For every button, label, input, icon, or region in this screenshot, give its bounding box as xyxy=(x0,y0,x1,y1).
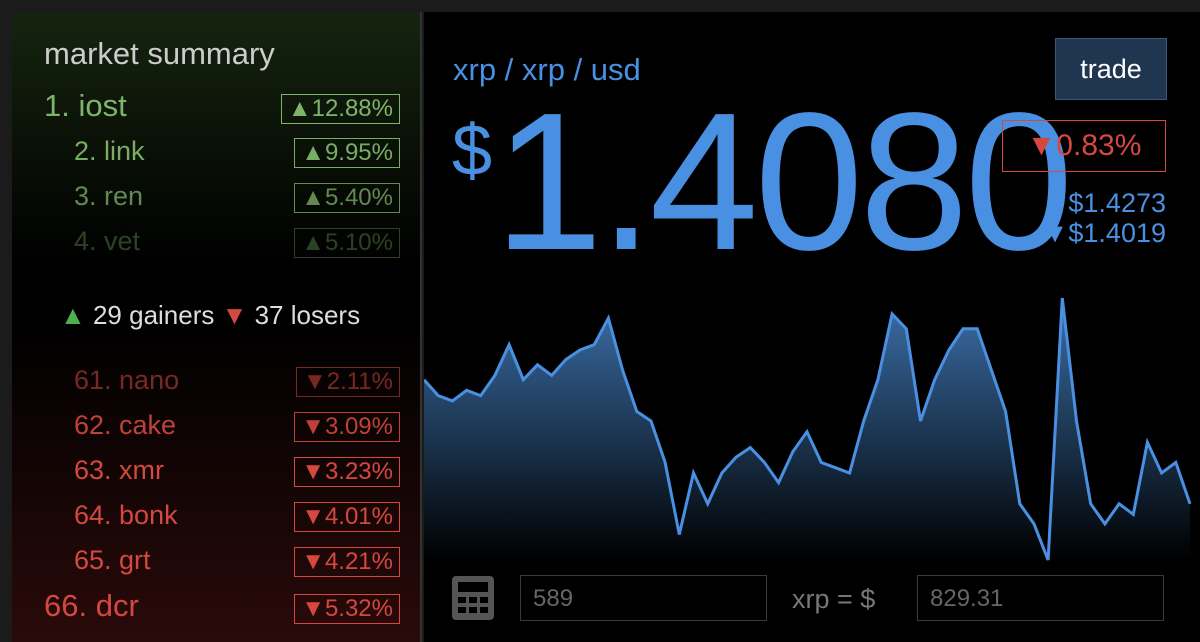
gainers-losers-summary: ▲ 29 gainers ▼ 37 losers xyxy=(60,300,360,331)
currency: $ xyxy=(452,111,493,191)
price-area xyxy=(424,298,1190,560)
losers-count: 37 losers xyxy=(254,300,361,330)
change-badge: ▼3.23% xyxy=(294,457,400,487)
title: market summary xyxy=(44,36,275,71)
trade-button[interactable]: trade xyxy=(1055,38,1167,100)
calculator-icon[interactable] xyxy=(450,574,496,622)
amount-input[interactable]: 589 xyxy=(520,575,767,621)
converter-label: xrp = $ xyxy=(792,584,876,614)
market-summary: market summary 1. iost ▲12.88% 2. link ▲9.9… xyxy=(12,12,422,642)
coin-rank: 1. iost xyxy=(44,88,127,123)
coin-rank: 3. ren xyxy=(74,181,144,211)
coin-rank: 65. grt xyxy=(74,545,151,575)
gainers-count: 29 gainers xyxy=(92,300,215,330)
coin-rank: 62. cake xyxy=(74,410,177,440)
coin-rank: 2. link xyxy=(74,136,145,166)
coin-rank: 66. dcr xyxy=(44,588,139,623)
down-icon: ▼ xyxy=(221,300,248,330)
price: 1.4080 xyxy=(494,72,1073,291)
change-badge: ▼4.01% xyxy=(294,502,400,532)
price-chart xyxy=(424,297,1192,561)
coin-rank: 63. xmr xyxy=(74,455,165,485)
change-badge: ▼0.83% xyxy=(1002,120,1166,172)
coin-rank: 61. nano xyxy=(74,365,180,395)
high: ▲$1.4273 xyxy=(1041,188,1166,218)
change-badge: ▼3.09% xyxy=(294,412,400,442)
price-line xyxy=(424,297,1192,561)
ticker-panel: xrp / xrp / usd trade $ 1.4080 ▼0.83% ▲$… xyxy=(424,12,1200,642)
coin-rank: 64. bonk xyxy=(74,500,178,530)
change-badge: ▲5.40% xyxy=(294,183,400,213)
pair: xrp / xrp / usd xyxy=(453,52,641,87)
low: ▼$1.4019 xyxy=(1041,218,1166,248)
change-badge: ▲9.95% xyxy=(294,138,400,168)
change-badge: ▼2.11% xyxy=(295,367,400,397)
change-badge: ▲12.88% xyxy=(280,94,400,124)
result-input[interactable]: 829.31 xyxy=(917,575,1164,621)
up-icon: ▲ xyxy=(60,300,86,330)
change-badge: ▲5.10% xyxy=(294,228,400,258)
coin-rank: 4. vet xyxy=(74,226,141,256)
change-badge: ▼5.32% xyxy=(294,594,400,624)
change-badge: ▼4.21% xyxy=(294,547,400,577)
